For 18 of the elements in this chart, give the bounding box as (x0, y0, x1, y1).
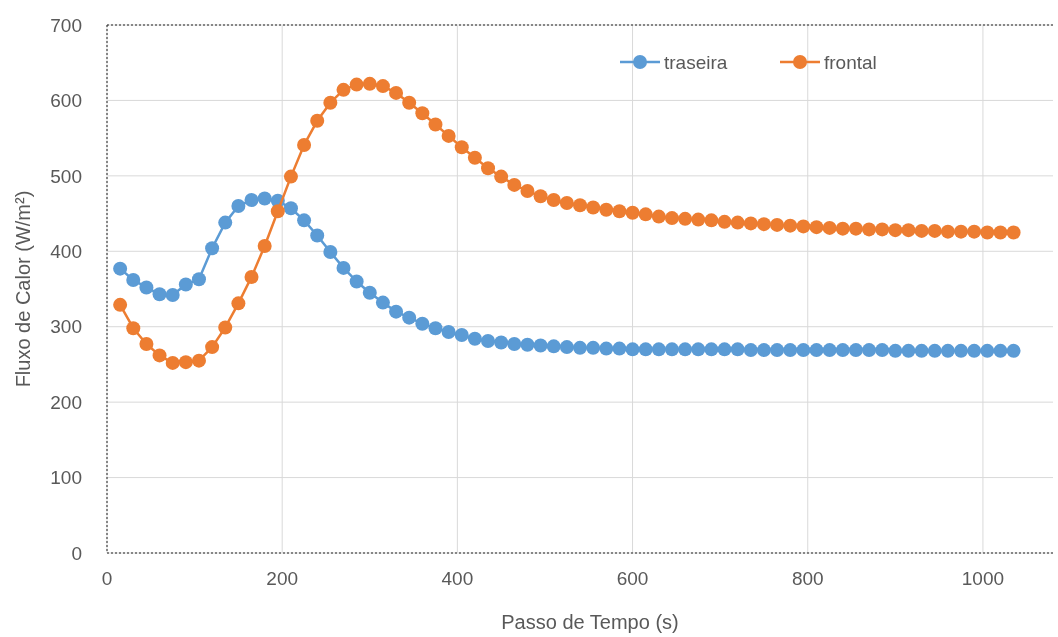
y-axis-title: Fluxo de Calor (W/m²) (12, 190, 34, 388)
y-tick-label: 500 (50, 165, 82, 187)
y-tick-label: 300 (50, 316, 82, 338)
x-tick-label: 800 (791, 568, 824, 589)
x-tick-label: 0 (101, 568, 113, 589)
x-axis-title: Passo de Tempo (s) (501, 611, 679, 633)
y-tick-label: 700 (50, 14, 82, 36)
legend-label: traseira (664, 51, 728, 73)
x-tick-label: 600 (616, 568, 649, 589)
y-tick-label: 400 (50, 240, 82, 262)
x-tick-label: 400 (441, 568, 474, 589)
x-tick-label: 200 (266, 568, 299, 589)
legend-label: frontal (824, 51, 877, 73)
y-tick-label: 100 (50, 467, 82, 489)
y-tick-label: 200 (50, 391, 82, 413)
x-tick-label: 1000 (961, 568, 1005, 589)
y-tick-label: 0 (71, 542, 82, 564)
y-tick-label: 600 (50, 90, 82, 112)
